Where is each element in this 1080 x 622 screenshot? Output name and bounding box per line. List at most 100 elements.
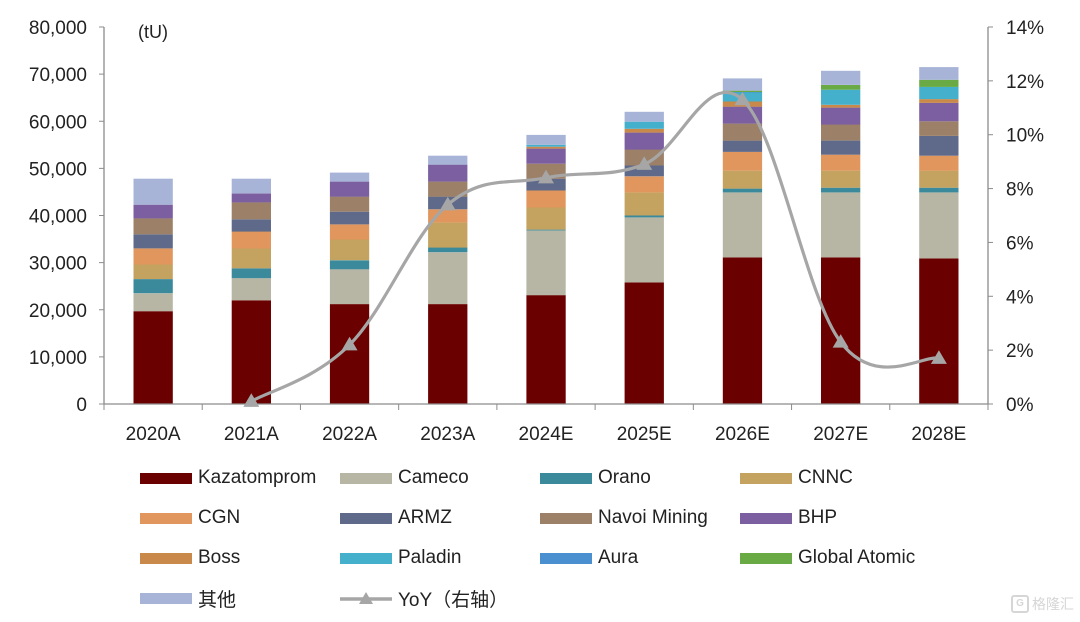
bar-segment-bhp-2020A — [133, 204, 173, 219]
bar-segment-其他-2024E — [526, 134, 566, 145]
y2-tick-label: 8% — [1006, 180, 1034, 201]
yoy-marker — [341, 336, 358, 351]
legend-label: CNNC — [798, 467, 853, 488]
bar-segment-navoi-mining-2022A — [329, 196, 370, 212]
legend-item-其他: 其他 — [140, 582, 236, 614]
yoy-marker — [243, 393, 260, 407]
legend-item-global-atomic: Global Atomic — [740, 542, 915, 574]
y2-tick-label: 10% — [1006, 126, 1044, 147]
bar-segment-其他-2023A — [428, 155, 468, 165]
legend-label: BHP — [798, 507, 838, 528]
y-tick-label: 80,000 — [29, 18, 87, 39]
legend-swatch — [140, 552, 192, 564]
bar-segment-cnnc-2023A — [428, 222, 468, 248]
legend-swatch — [740, 472, 792, 484]
legend-swatch — [340, 512, 392, 524]
bar-segment-navoi-mining-2027E — [821, 124, 861, 141]
bar-segment-cameco-2025E — [624, 217, 664, 283]
bar-segment-cameco-2024E — [526, 230, 566, 296]
legend-item-yoy（右轴）: YoY（右轴） — [340, 582, 508, 614]
right-axis-ticks: 0% 2% 4% 6% 8% 10% 12% 14% — [988, 18, 1044, 416]
bar-segment-orano-2020A — [133, 279, 173, 294]
legend-swatch — [340, 472, 392, 484]
bar-segment-cameco-2027E — [821, 192, 861, 258]
unit-label: (tU) — [138, 22, 168, 42]
yoy-marker — [636, 156, 653, 170]
bar-segment-paladin-2028E — [919, 86, 959, 100]
bar-segment-orano-2028E — [919, 187, 959, 193]
legend-swatch — [140, 472, 192, 484]
bar-segment-其他-2027E — [821, 70, 861, 85]
bar-segment-cnnc-2020A — [133, 264, 173, 280]
bar-segment-cameco-2023A — [428, 252, 468, 305]
y-tick-label: 70,000 — [29, 65, 87, 86]
legend-swatch — [540, 552, 592, 564]
bar-segment-cameco-2021A — [231, 278, 271, 301]
bar-segment-kazatomprom-2028E — [919, 258, 959, 404]
bar-segment-其他-2025E — [624, 111, 664, 122]
bar-segment-其他-2026E — [722, 78, 763, 91]
bar-segment-armz-2026E — [722, 140, 763, 152]
yoy-marker — [538, 169, 554, 184]
x-tick-label: 2022A — [322, 424, 377, 445]
y-tick-label: 50,000 — [29, 159, 87, 180]
x-tick-label: 2023A — [420, 424, 475, 445]
bar-segment-cgn-2020A — [133, 248, 173, 265]
y2-tick-label: 4% — [1006, 287, 1034, 308]
bar-segment-cgn-2027E — [821, 154, 861, 171]
legend-label: Cameco — [398, 467, 469, 488]
bar-segment-navoi-mining-2020A — [133, 218, 173, 235]
bar-segment-boss-2027E — [821, 104, 861, 108]
bar-segment-cgn-2022A — [329, 224, 370, 240]
bar-segment-armz-2020A — [133, 234, 173, 249]
bar-segment-kazatomprom-2023A — [428, 304, 468, 404]
bar-segment-bhp-2022A — [329, 181, 370, 197]
x-tick-label: 2027E — [813, 424, 868, 445]
y-tick-label: 10,000 — [29, 348, 87, 369]
legend-swatch — [740, 552, 792, 564]
bar-segment-armz-2027E — [821, 140, 861, 155]
legend-label: Navoi Mining — [598, 507, 708, 528]
legend-label: Kazatomprom — [198, 467, 317, 488]
watermark-text: 格隆汇 — [1032, 596, 1074, 612]
bar-segment-bhp-2021A — [231, 193, 271, 203]
bar-segment-navoi-mining-2026E — [722, 123, 763, 141]
legend-label: CGN — [198, 507, 241, 528]
bar-segment-cameco-2026E — [722, 192, 763, 258]
bar-segment-cgn-2028E — [919, 155, 959, 171]
bar-segment-armz-2022A — [329, 211, 370, 225]
yoy-line-layer — [243, 90, 947, 407]
bar-segment-orano-2027E — [821, 187, 861, 193]
bar-segment-cnnc-2024E — [526, 207, 566, 230]
legend-row: CGN ARMZ Navoi Mining BHP — [140, 502, 960, 542]
legend-label: Global Atomic — [798, 547, 916, 568]
yoy-marker — [832, 334, 849, 348]
bar-segment-kazatomprom-2022A — [329, 304, 370, 404]
bar-segment-orano-2022A — [329, 260, 370, 270]
legend-item-cnnc: CNNC — [740, 462, 853, 494]
y2-tick-label: 6% — [1006, 233, 1034, 254]
y-tick-label: 30,000 — [29, 254, 87, 275]
bar-segment-kazatomprom-2025E — [624, 282, 664, 404]
bar-segment-bhp-2025E — [624, 132, 664, 150]
yoy-marker — [439, 196, 456, 211]
chart-canvas: 0 10,000 20,000 30,000 40,000 50,000 60,000 70,… — [29, 18, 1044, 445]
legend-item-orano: Orano — [540, 462, 651, 494]
bar-segment-cnnc-2022A — [329, 239, 370, 261]
bar-segment-orano-2021A — [231, 268, 271, 279]
bar-segment-paladin-2025E — [624, 121, 664, 129]
bar-segment-kazatomprom-2026E — [722, 257, 763, 404]
bar-segment-bhp-2027E — [821, 107, 861, 125]
bar-segment-armz-2028E — [919, 135, 959, 156]
yoy-line — [249, 90, 941, 403]
bar-segment-global-atomic-2028E — [919, 79, 959, 87]
legend-item-cameco: Cameco — [340, 462, 469, 494]
bar-segment-cameco-2028E — [919, 192, 959, 259]
bars-layer — [133, 67, 959, 404]
legend-row: 其他 YoY（右轴） — [140, 582, 960, 622]
bar-segment-其他-2022A — [329, 172, 370, 182]
legend-item-navoi-mining: Navoi Mining — [540, 502, 708, 534]
x-tick-label: 2026E — [715, 424, 770, 445]
bar-segment-bhp-2024E — [526, 148, 566, 164]
bar-segment-cameco-2022A — [329, 269, 370, 305]
